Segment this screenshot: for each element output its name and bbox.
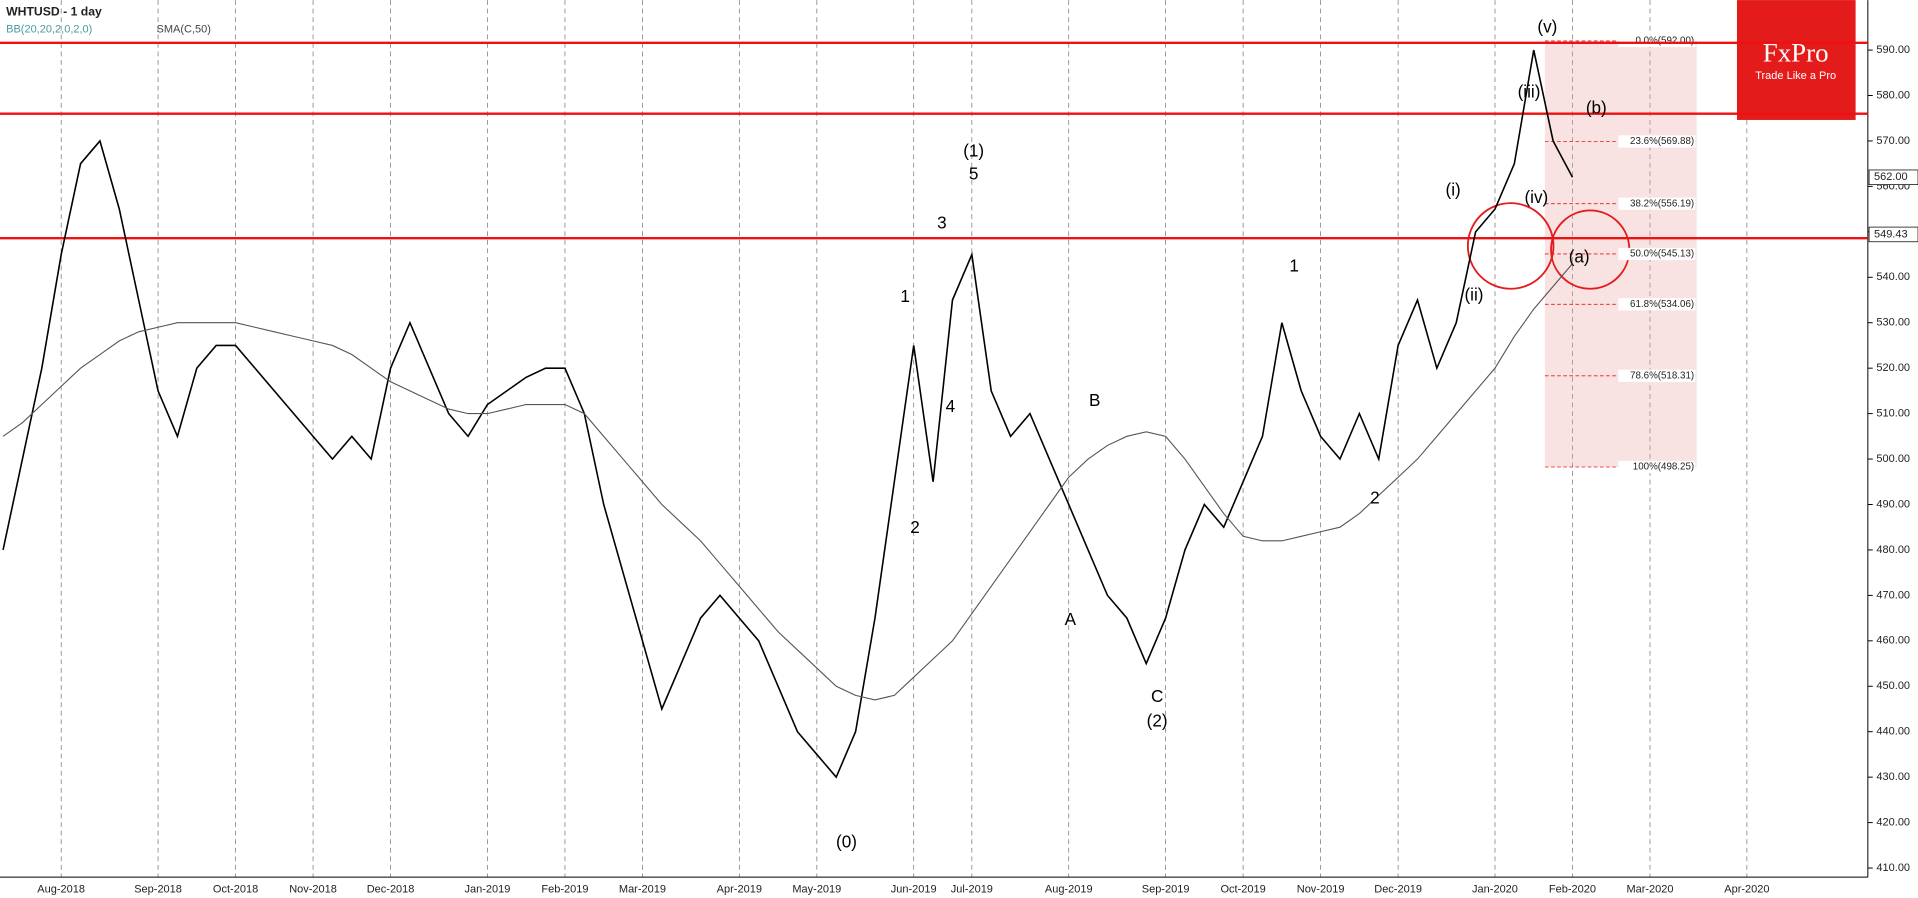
fib-label: 23.6%(569.88) [1630, 136, 1694, 147]
sma-legend: SMA(C,50) [157, 23, 211, 35]
wave-label: C [1151, 687, 1163, 706]
x-tick-label: Jan-2019 [465, 883, 511, 895]
x-tick-label: Sep-2018 [134, 883, 182, 895]
wave-label: A [1065, 610, 1077, 629]
fib-label-bg [1618, 247, 1696, 261]
wave-label: (1) [963, 141, 984, 160]
wave-label: B [1089, 391, 1100, 410]
fib-label-bg [1618, 135, 1696, 148]
y-tick-label: 520.00 [1876, 362, 1910, 374]
x-tick-label: Jun-2019 [891, 883, 937, 895]
fib-label: 100%(498.25) [1633, 462, 1694, 473]
wave-label: 5 [969, 165, 979, 184]
y-tick-label: 460.00 [1876, 635, 1910, 647]
price-line [2, 49, 1574, 779]
x-tick-label: Jul-2019 [951, 883, 993, 895]
wave-label: (b) [1586, 98, 1607, 117]
y-tick-label: 440.00 [1876, 726, 1910, 738]
y-tick-label: 570.00 [1876, 135, 1910, 147]
fib-label-bg [1618, 197, 1696, 210]
y-tick-label: 470.00 [1876, 589, 1910, 601]
x-tick-label: Sep-2019 [1142, 883, 1190, 895]
fib-label: 38.2%(556.19) [1630, 198, 1694, 209]
highlight-circle [1466, 202, 1555, 290]
y-tick-label: 530.00 [1876, 317, 1910, 329]
y-tick-label: 410.00 [1876, 862, 1910, 874]
fib-label: 78.6%(518.31) [1630, 370, 1694, 381]
x-tick-label: Feb-2020 [1549, 883, 1596, 895]
price-label-box [1868, 169, 1918, 186]
logo-box [1736, 0, 1856, 120]
x-tick-label: Dec-2019 [1374, 883, 1422, 895]
fib-label: 0.0%(592.00) [1636, 36, 1695, 47]
x-tick-label: Nov-2018 [289, 883, 337, 895]
fib-label-bg [1618, 298, 1696, 311]
y-tick-label: 580.00 [1876, 89, 1910, 101]
fib-label-bg [1618, 460, 1696, 474]
y-tick-label: 420.00 [1876, 816, 1910, 828]
x-tick-label: Aug-2019 [1045, 883, 1093, 895]
logo-tagline: Trade Like a Pro [1755, 70, 1836, 82]
wave-label: 1 [900, 287, 910, 306]
wave-label: (2) [1147, 711, 1168, 730]
wave-label: (ii) [1464, 286, 1483, 305]
y-tick-label: 510.00 [1876, 408, 1910, 420]
y-tick-label: 500.00 [1876, 453, 1910, 465]
wave-label: (v) [1537, 18, 1557, 37]
x-tick-label: May-2019 [792, 883, 841, 895]
wave-label: (iii) [1518, 83, 1541, 102]
price-label: 549.43 [1874, 228, 1908, 240]
bb-legend: BB(20,20,2,0,2,0) [6, 23, 92, 35]
x-tick-label: Jan-2020 [1472, 883, 1518, 895]
fib-label-bg [1618, 34, 1696, 48]
x-tick-label: Apr-2020 [1724, 883, 1769, 895]
x-tick-label: Feb-2019 [541, 883, 588, 895]
x-tick-label: Mar-2019 [619, 883, 666, 895]
x-tick-label: Oct-2019 [1220, 883, 1265, 895]
x-tick-label: Nov-2019 [1297, 883, 1345, 895]
fib-label: 61.8%(534.06) [1630, 299, 1694, 310]
wave-label: 2 [1370, 489, 1380, 508]
y-tick-label: 490.00 [1876, 498, 1910, 510]
chart-title: WHTUSD - 1 day [6, 5, 102, 19]
sma-line [2, 263, 1573, 701]
wave-label: (0) [836, 832, 857, 851]
x-tick-label: Apr-2019 [717, 883, 762, 895]
y-tick-label: 540.00 [1876, 271, 1910, 283]
price-label: 562.00 [1874, 171, 1908, 183]
x-tick-label: Oct-2018 [213, 883, 258, 895]
price-label-box [1868, 226, 1918, 243]
y-tick-label: 430.00 [1876, 771, 1910, 783]
wave-label: 4 [946, 397, 956, 416]
x-tick-label: Mar-2020 [1626, 883, 1673, 895]
x-tick-label: Dec-2018 [367, 883, 415, 895]
fib-label-bg [1618, 369, 1696, 382]
x-tick-label: Aug-2018 [37, 883, 85, 895]
wave-label: 2 [910, 518, 920, 537]
y-tick-label: 480.00 [1876, 544, 1910, 556]
wave-label: 3 [937, 213, 947, 232]
wave-label: (a) [1569, 248, 1590, 267]
fib-label: 50.0%(545.13) [1630, 249, 1694, 260]
y-tick-label: 590.00 [1876, 44, 1910, 56]
wave-label: (i) [1446, 180, 1461, 199]
y-tick-label: 450.00 [1876, 680, 1910, 692]
wave-label: 1 [1289, 256, 1299, 275]
wave-label: (iv) [1524, 188, 1548, 207]
